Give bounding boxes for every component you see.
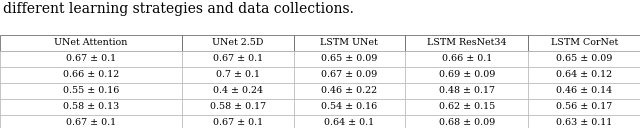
- Text: different learning strategies and data collections.: different learning strategies and data c…: [3, 2, 354, 16]
